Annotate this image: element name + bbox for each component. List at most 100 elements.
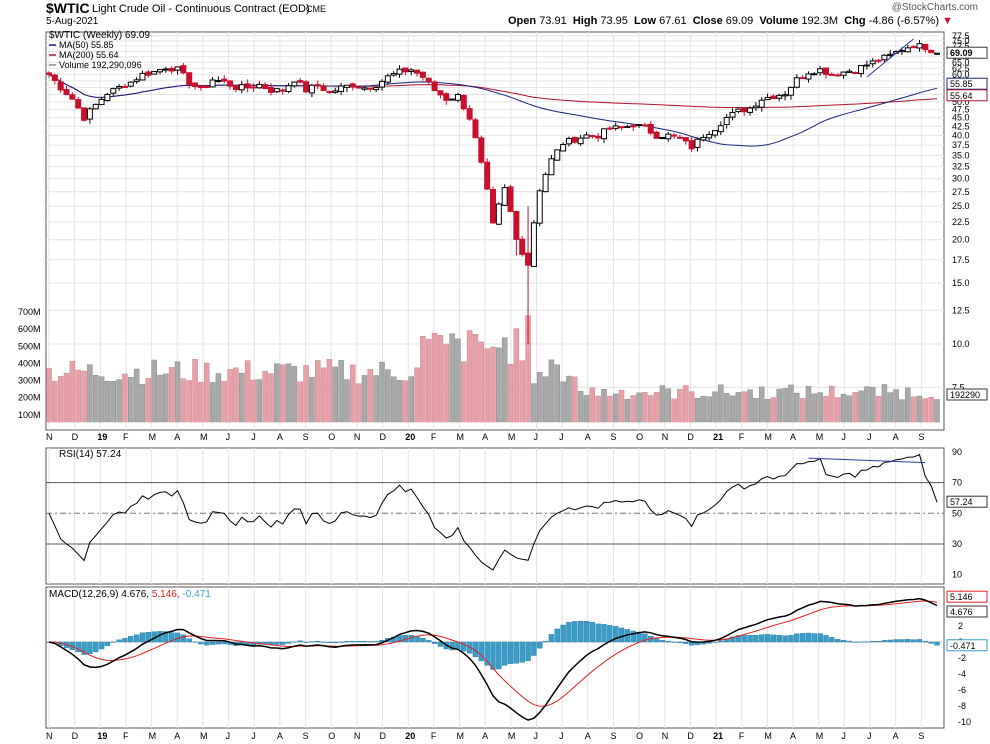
- candle-body: [478, 137, 485, 163]
- legend-entry: Volume 192,290,096: [59, 60, 142, 70]
- volume-label: Volume: [759, 15, 799, 27]
- volume-bar: [110, 381, 117, 423]
- macd-histogram-bar: [168, 632, 175, 643]
- macd-histogram-bar: [811, 633, 818, 643]
- volume-bar: [764, 399, 771, 423]
- candle-body: [764, 96, 771, 101]
- macd-histogram-bar: [496, 641, 502, 670]
- macd-histogram-bar: [373, 641, 379, 643]
- candle-body: [519, 238, 526, 255]
- volume-bar: [163, 373, 169, 423]
- stockcharts-watermark[interactable]: @StockCharts.com: [891, 2, 978, 13]
- volume-bar: [57, 376, 64, 423]
- candle-body: [168, 67, 175, 72]
- volume-bar: [355, 383, 362, 423]
- macd-tick-label: -2: [958, 653, 966, 663]
- open-value: 73.91: [539, 15, 567, 27]
- candle-body: [431, 81, 438, 92]
- candle-body: [782, 94, 789, 97]
- macd-histogram-bar: [221, 641, 227, 645]
- macd-histogram-bar: [747, 635, 753, 643]
- candle-body: [145, 71, 152, 76]
- macd-histogram-bar: [870, 641, 876, 643]
- candle-body: [542, 173, 549, 193]
- volume-bar: [636, 392, 642, 423]
- volume-bar: [899, 399, 905, 423]
- volume-bar: [601, 389, 607, 423]
- rsi-tick-label: 90: [952, 447, 962, 457]
- volume-bar: [642, 392, 648, 423]
- volume-bar: [291, 366, 298, 423]
- chg-label: Chg: [844, 15, 866, 27]
- rsi-value-tag: 57.24: [950, 497, 973, 507]
- volume-bar: [402, 380, 409, 423]
- volume-bar: [367, 369, 374, 423]
- macd-histogram-bar: [93, 641, 99, 652]
- candle-body: [776, 94, 783, 99]
- candle-body: [408, 69, 415, 72]
- macd-value-tag: 4.676: [950, 607, 973, 617]
- candle-body: [548, 158, 555, 176]
- macd-histogram-bar: [420, 637, 426, 643]
- rsi-tick-label: 70: [952, 478, 962, 488]
- candle-body: [326, 90, 333, 93]
- candle-body: [595, 135, 602, 139]
- x-axis-month-label-bottom: A: [482, 731, 488, 741]
- candle-body: [741, 107, 748, 113]
- macd-hist-tag-box: [946, 639, 988, 652]
- volume-bar: [647, 395, 654, 423]
- ma200-tag-box: [946, 89, 988, 102]
- candle-body: [723, 116, 730, 125]
- x-axis-month-label-bottom: M: [816, 731, 824, 741]
- volume-bar: [320, 367, 327, 423]
- volume-tick-label: 200M: [18, 393, 41, 403]
- macd-histogram-bar: [501, 641, 508, 666]
- candle-body: [817, 68, 824, 74]
- volume-tick-label: 400M: [18, 358, 41, 368]
- volume-bar: [560, 381, 566, 423]
- x-axis-month-label: J: [559, 432, 564, 442]
- rsi-tick-label: 10: [952, 570, 962, 580]
- volume-bar: [869, 387, 876, 423]
- macd-histogram-bar: [583, 621, 590, 643]
- volume-bar: [250, 379, 257, 423]
- volume-bar: [326, 359, 333, 423]
- x-axis-month-label-bottom: N: [662, 731, 669, 741]
- macd-histogram-bar: [560, 624, 566, 643]
- candle-body: [530, 222, 537, 267]
- price-tick-label: 37.5: [952, 140, 970, 150]
- candle-body: [665, 133, 672, 140]
- macd-histogram-bar: [759, 634, 765, 643]
- macd-histogram-bar: [741, 635, 747, 643]
- volume-bar: [507, 363, 514, 423]
- macd-histogram-bar: [852, 641, 858, 643]
- volume-bar: [139, 383, 146, 423]
- x-axis-month-label: 19: [97, 432, 107, 442]
- macd-histogram-bar: [887, 639, 893, 643]
- macd-histogram-bar: [905, 639, 911, 643]
- volume-bar: [548, 359, 555, 423]
- rsi-value-tag-box: [946, 495, 988, 508]
- macd-histogram-bar: [554, 628, 560, 643]
- volume-bar: [157, 374, 163, 423]
- macd-histogram-bar: [618, 627, 625, 643]
- macd-histogram-bar: [683, 641, 689, 644]
- price-tick-label: 45.0: [952, 113, 970, 123]
- x-axis-month-label-bottom: J: [226, 731, 231, 741]
- macd-histogram-bar: [817, 633, 823, 643]
- macd-histogram-bar: [484, 641, 490, 666]
- volume-tick-label: 600M: [18, 324, 41, 334]
- volume-bar: [373, 375, 379, 423]
- candle-body: [834, 74, 841, 77]
- x-axis-month-label: J: [841, 432, 846, 442]
- macd-histogram-bar: [764, 634, 771, 643]
- macd-histogram-bar: [665, 640, 671, 643]
- volume-bar: [297, 381, 303, 423]
- volume-bar: [443, 343, 450, 423]
- macd-histogram-bar: [274, 641, 280, 645]
- macd-tick-label: -4: [958, 669, 966, 679]
- x-axis-month-label-bottom: J: [533, 731, 538, 741]
- macd-histogram-bar: [910, 639, 917, 643]
- volume-bar: [361, 375, 368, 423]
